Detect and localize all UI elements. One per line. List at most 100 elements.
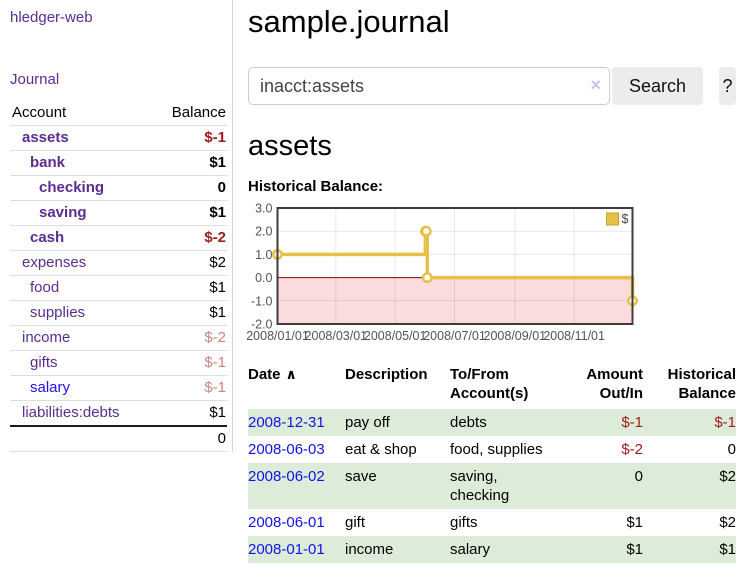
account-link[interactable]: salary bbox=[30, 379, 71, 396]
account-row: bank $1 bbox=[10, 151, 227, 176]
transaction-accounts: debts bbox=[450, 414, 487, 431]
accounts-total-value: 0 bbox=[152, 425, 227, 452]
account-balance: $1 bbox=[209, 404, 226, 421]
transaction-date-link[interactable]: 2008-12-31 bbox=[248, 414, 325, 431]
account-balance: $1 bbox=[209, 204, 226, 221]
search-form: × Search ? bbox=[248, 67, 736, 105]
account-row: liabilities:debts $1 bbox=[10, 401, 227, 426]
transaction-description: eat & shop bbox=[345, 441, 417, 458]
account-row: assets $-1 bbox=[10, 126, 227, 151]
transaction-amount: $1 bbox=[626, 514, 643, 531]
account-link[interactable]: supplies bbox=[30, 304, 86, 321]
account-row: food $1 bbox=[10, 276, 227, 301]
svg-text:1.0: 1.0 bbox=[255, 248, 272, 262]
search-button[interactable]: Search bbox=[612, 67, 704, 105]
account-balance: $1 bbox=[209, 279, 226, 296]
transaction-amount: $1 bbox=[626, 541, 643, 558]
search-input[interactable] bbox=[248, 67, 610, 105]
transaction-balance: $-1 bbox=[714, 414, 736, 431]
register-row: 2008-06-02 save saving, checking 0 $2 bbox=[248, 463, 736, 509]
svg-text:0.0: 0.0 bbox=[255, 271, 272, 285]
accounts-total-row: 0 bbox=[10, 425, 227, 452]
accounts-table: Account Balance assets $-1 bank bbox=[10, 101, 227, 452]
svg-text:$: $ bbox=[622, 212, 629, 226]
search-input-wrap: × bbox=[248, 67, 610, 105]
transaction-description: gift bbox=[345, 514, 366, 531]
transaction-date-link[interactable]: 2008-01-01 bbox=[248, 541, 325, 558]
sidebar-item-journal[interactable]: Journal bbox=[10, 71, 60, 88]
sort-ascending-icon: ∧ bbox=[285, 366, 297, 382]
balance-column-header: Balance bbox=[171, 104, 226, 121]
account-balance: $1 bbox=[209, 154, 226, 171]
account-link[interactable]: cash bbox=[30, 229, 65, 246]
transaction-balance: $2 bbox=[719, 514, 736, 531]
transaction-balance: $1 bbox=[719, 541, 736, 558]
historical-balance-chart: $3.0 2.0 1.0 0.0 -1.0 -2.02008/01/012008/03/0… bbox=[246, 202, 638, 343]
chart-title: Historical Balance: bbox=[248, 178, 384, 195]
account-link[interactable]: liabilities:debts bbox=[22, 404, 120, 421]
accounts-header-row: Account Balance bbox=[10, 101, 227, 126]
transaction-description: save bbox=[345, 468, 377, 485]
account-row: gifts $-1 bbox=[10, 351, 227, 376]
page-title: sample.journal bbox=[248, 4, 450, 39]
transaction-balance: $2 bbox=[719, 468, 736, 485]
account-link[interactable]: assets bbox=[22, 129, 69, 146]
account-row: checking 0 bbox=[10, 176, 227, 201]
account-balance: $2 bbox=[209, 254, 226, 271]
register-table: Date ∧ Description To/From Account(s) Amo… bbox=[248, 363, 736, 563]
account-balance: $-1 bbox=[204, 354, 226, 371]
transaction-accounts: salary bbox=[450, 541, 491, 558]
account-row: supplies $1 bbox=[10, 301, 227, 326]
account-link[interactable]: gifts bbox=[30, 354, 58, 371]
account-link[interactable]: expenses bbox=[22, 254, 87, 271]
account-link[interactable]: checking bbox=[39, 179, 105, 196]
transaction-amount: $-1 bbox=[621, 414, 643, 431]
svg-text:-1.0: -1.0 bbox=[251, 294, 273, 308]
account-link[interactable]: food bbox=[30, 279, 60, 296]
account-balance: $-2 bbox=[204, 329, 226, 346]
clear-search-icon[interactable]: × bbox=[590, 75, 601, 95]
sidebar: hledger-web Journal Account Balance asse… bbox=[0, 0, 233, 452]
main-content: sample.journal × Search ? assets Histori… bbox=[246, 0, 736, 563]
tofrom-column-header: To/From Account(s) bbox=[450, 366, 529, 402]
amount-column-header: Amount Out/In bbox=[586, 366, 643, 402]
register-row: 2008-06-01 gift gifts $1 $2 bbox=[248, 509, 736, 536]
account-link[interactable]: saving bbox=[39, 204, 87, 221]
account-balance: $-1 bbox=[204, 379, 226, 396]
account-row: saving $1 bbox=[10, 201, 227, 226]
register-header-row: Date ∧ Description To/From Account(s) Amo… bbox=[248, 363, 736, 409]
account-heading: assets bbox=[248, 130, 332, 162]
transaction-accounts: food, supplies bbox=[450, 441, 543, 458]
account-link[interactable]: bank bbox=[30, 154, 66, 171]
svg-text:2008/01/01: 2008/01/01 bbox=[246, 329, 309, 343]
transaction-date-link[interactable]: 2008-06-03 bbox=[248, 441, 325, 458]
transaction-date-link[interactable]: 2008-06-02 bbox=[248, 468, 325, 485]
account-row: cash $-2 bbox=[10, 226, 227, 251]
account-link[interactable]: income bbox=[22, 329, 71, 346]
transaction-amount: $-2 bbox=[621, 441, 643, 458]
date-column-header[interactable]: Date ∧ bbox=[248, 366, 297, 383]
svg-text:-2.0: -2.0 bbox=[251, 318, 273, 332]
brand-link[interactable]: hledger-web bbox=[10, 9, 93, 26]
svg-text:2.0: 2.0 bbox=[255, 225, 272, 239]
svg-text:2008/07/01: 2008/07/01 bbox=[423, 329, 486, 343]
svg-text:2008/05/01: 2008/05/01 bbox=[364, 329, 427, 343]
account-balance: $1 bbox=[209, 304, 226, 321]
svg-text:2008/03/01: 2008/03/01 bbox=[305, 329, 368, 343]
help-button[interactable]: ? bbox=[719, 67, 736, 105]
register-row: 2008-12-31 pay off debts $-1 $-1 bbox=[248, 409, 736, 436]
transaction-amount: 0 bbox=[634, 468, 643, 485]
account-balance: $-1 bbox=[204, 129, 226, 146]
account-column-header: Account bbox=[12, 104, 67, 121]
transaction-accounts: saving, checking bbox=[450, 468, 510, 504]
register-row: 2008-01-01 income salary $1 $1 bbox=[248, 536, 736, 563]
transaction-balance: 0 bbox=[727, 441, 736, 458]
transaction-description: pay off bbox=[345, 414, 390, 431]
account-row: income $-2 bbox=[10, 326, 227, 351]
account-balance: 0 bbox=[217, 179, 226, 196]
transaction-date-link[interactable]: 2008-06-01 bbox=[248, 514, 325, 531]
account-row: salary $-1 bbox=[10, 376, 227, 401]
register-row: 2008-06-03 eat & shop food, supplies $-2… bbox=[248, 436, 736, 463]
svg-text:2008/09/01: 2008/09/01 bbox=[484, 329, 547, 343]
